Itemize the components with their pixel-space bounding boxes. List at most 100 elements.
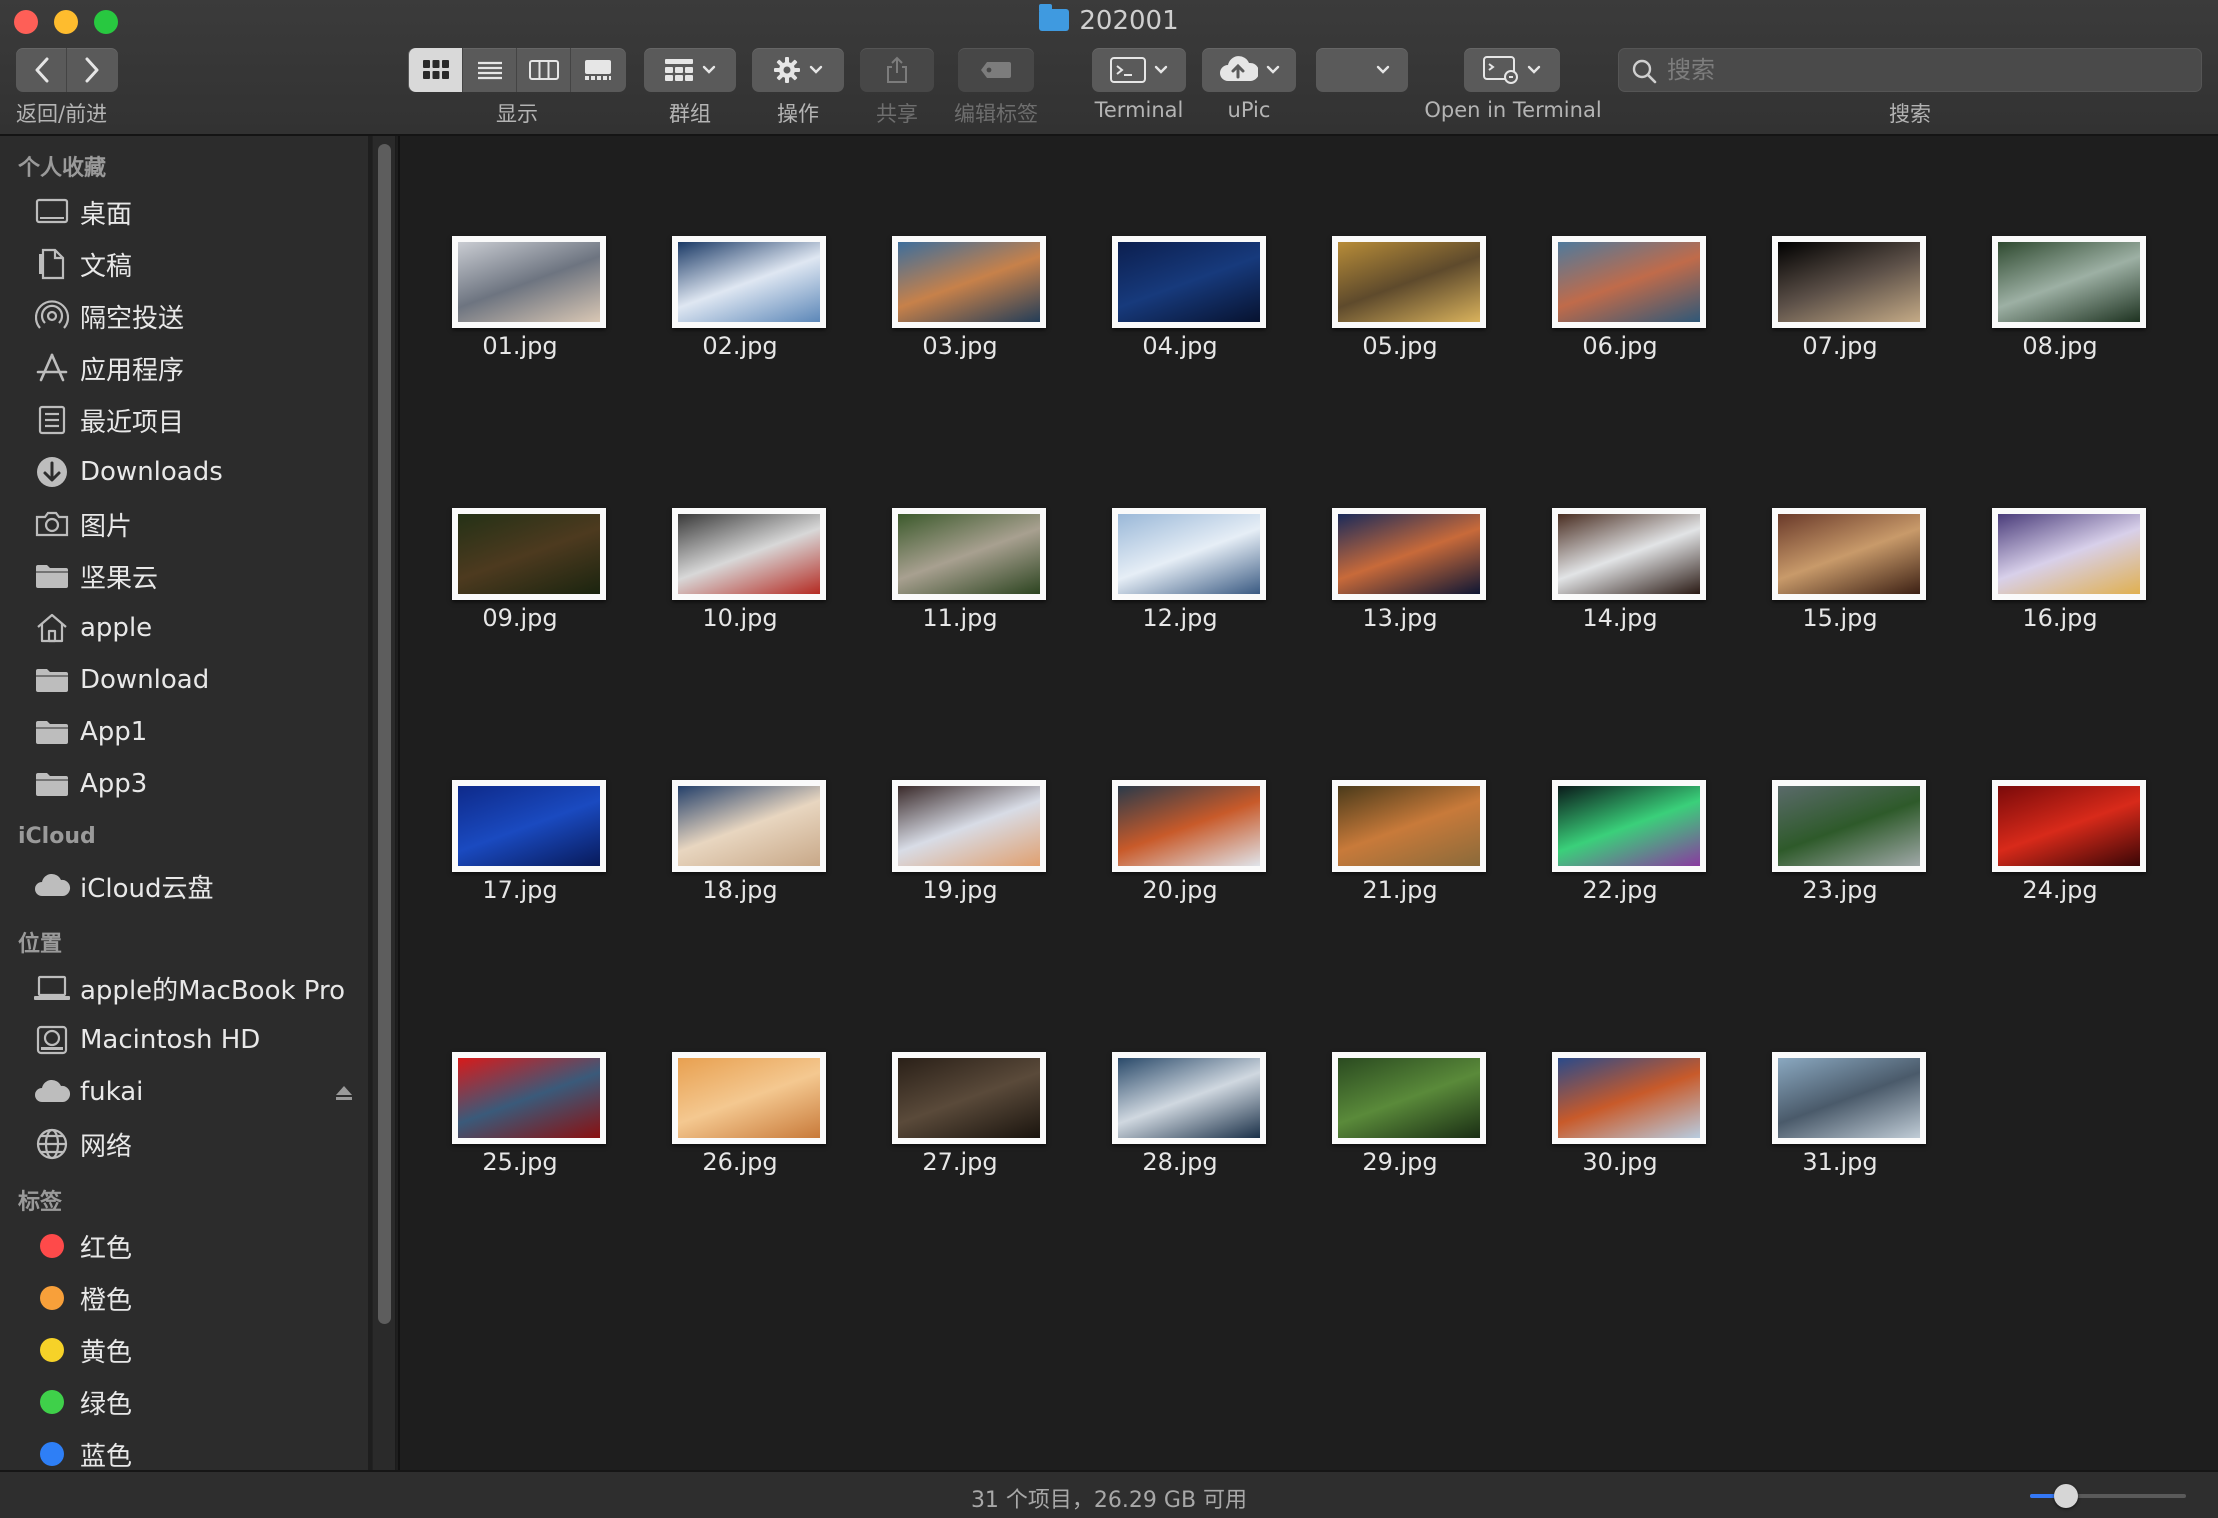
sidebar-divider[interactable] xyxy=(398,136,400,1470)
sidebar-item-tag-blue[interactable]: 蓝色 xyxy=(32,1432,132,1470)
file-item[interactable]: 02.jpg xyxy=(630,182,850,402)
file-item[interactable]: 18.jpg xyxy=(630,726,850,946)
terminal-icon xyxy=(1110,57,1146,83)
sidebar-item-label: iCloud云盘 xyxy=(80,873,214,904)
file-item[interactable]: 30.jpg xyxy=(1510,998,1730,1218)
file-name: 20.jpg xyxy=(1142,876,1218,904)
search-field[interactable] xyxy=(1618,48,2202,92)
file-name: 12.jpg xyxy=(1142,604,1218,632)
sidebar-item-download[interactable]: Download xyxy=(32,658,209,702)
icon-size-slider-knob[interactable] xyxy=(2053,1484,2078,1508)
file-item[interactable]: 15.jpg xyxy=(1730,454,1950,674)
sidebar-item-app1[interactable]: App1 xyxy=(32,710,147,754)
back-button[interactable] xyxy=(17,48,67,92)
list-view-button[interactable] xyxy=(463,48,517,92)
icon-size-slider[interactable] xyxy=(2030,1484,2186,1508)
minimize-window-button[interactable] xyxy=(54,10,78,34)
tag-color-dot xyxy=(40,1442,64,1466)
sidebar-item-macbook-pro[interactable]: apple的MacBook Pro xyxy=(32,966,345,1010)
sidebar-item-tag-red[interactable]: 红色 xyxy=(32,1224,132,1268)
column-view-button[interactable] xyxy=(517,48,571,92)
upic-button[interactable] xyxy=(1202,48,1296,92)
sidebar-item-label: 桌面 xyxy=(80,199,133,230)
terminal-button[interactable] xyxy=(1092,48,1186,92)
sidebar-item-fukai[interactable]: fukai xyxy=(32,1070,352,1114)
status-bar: 31 个项目，26.29 GB 可用 xyxy=(0,1470,2218,1518)
gallery-view-button[interactable] xyxy=(571,48,625,92)
file-item[interactable]: 11.jpg xyxy=(850,454,1070,674)
folder-icon xyxy=(32,560,72,592)
file-item[interactable]: 25.jpg xyxy=(410,998,630,1218)
image-thumbnail xyxy=(892,508,1046,600)
sidebar: 个人收藏 桌面 文稿 隔空投送 应用程序 最近项目 Downloads 图片 坚果云 apple D… xyxy=(0,136,368,1470)
edit-tags-caption: 编辑标签 xyxy=(954,102,1038,126)
file-item[interactable]: 07.jpg xyxy=(1730,182,1950,402)
image-thumbnail xyxy=(452,1052,606,1144)
sidebar-item-icloud-drive[interactable]: iCloud云盘 xyxy=(32,864,214,908)
close-window-button[interactable] xyxy=(14,10,38,34)
search-input[interactable] xyxy=(1667,55,2187,85)
chevron-down-icon xyxy=(1266,65,1280,74)
icon-view-button[interactable] xyxy=(409,48,463,92)
file-item[interactable]: 08.jpg xyxy=(1950,182,2170,402)
share-button[interactable] xyxy=(860,48,934,92)
sidebar-scrollbar-thumb[interactable] xyxy=(378,144,391,1324)
file-item[interactable]: 22.jpg xyxy=(1510,726,1730,946)
file-item[interactable]: 01.jpg xyxy=(410,182,630,402)
nav-caption: 返回/前进 xyxy=(16,102,108,126)
file-item[interactable]: 16.jpg xyxy=(1950,454,2170,674)
zoom-window-button[interactable] xyxy=(94,10,118,34)
extension-dropdown-button[interactable] xyxy=(1316,48,1408,92)
file-name: 26.jpg xyxy=(702,1148,778,1176)
sidebar-item-desktop[interactable]: 桌面 xyxy=(32,190,132,234)
sidebar-item-applications[interactable]: 应用程序 xyxy=(32,346,184,390)
sidebar-item-tag-orange[interactable]: 橙色 xyxy=(32,1276,132,1320)
file-item[interactable]: 23.jpg xyxy=(1730,726,1950,946)
file-item[interactable]: 03.jpg xyxy=(850,182,1070,402)
file-item[interactable]: 31.jpg xyxy=(1730,998,1950,1218)
sidebar-item-documents[interactable]: 文稿 xyxy=(32,242,132,286)
file-name: 19.jpg xyxy=(922,876,998,904)
file-item[interactable]: 20.jpg xyxy=(1070,726,1290,946)
sidebar-item-downloads[interactable]: Downloads xyxy=(32,450,223,494)
file-item[interactable]: 13.jpg xyxy=(1290,454,1510,674)
file-item[interactable]: 04.jpg xyxy=(1070,182,1290,402)
chevron-right-icon xyxy=(85,57,99,83)
file-item[interactable]: 29.jpg xyxy=(1290,998,1510,1218)
file-item[interactable]: 21.jpg xyxy=(1290,726,1510,946)
eject-icon[interactable] xyxy=(334,1080,354,1110)
image-thumbnail xyxy=(1332,1052,1486,1144)
open-in-terminal-button[interactable] xyxy=(1464,48,1560,92)
file-item[interactable]: 28.jpg xyxy=(1070,998,1290,1218)
file-item[interactable]: 17.jpg xyxy=(410,726,630,946)
sidebar-item-network[interactable]: 网络 xyxy=(32,1122,132,1166)
group-button[interactable] xyxy=(644,48,736,92)
file-item[interactable]: 14.jpg xyxy=(1510,454,1730,674)
file-item[interactable]: 06.jpg xyxy=(1510,182,1730,402)
sidebar-item-apple[interactable]: apple xyxy=(32,606,152,650)
file-item[interactable]: 26.jpg xyxy=(630,998,850,1218)
file-item[interactable]: 10.jpg xyxy=(630,454,850,674)
edit-tags-button[interactable] xyxy=(958,48,1034,92)
file-item[interactable]: 19.jpg xyxy=(850,726,1070,946)
file-item[interactable]: 12.jpg xyxy=(1070,454,1290,674)
action-button[interactable] xyxy=(752,48,844,92)
forward-button[interactable] xyxy=(67,48,117,92)
file-item[interactable]: 09.jpg xyxy=(410,454,630,674)
sidebar-item-tag-green[interactable]: 绿色 xyxy=(32,1380,132,1424)
sidebar-item-jianguoyun[interactable]: 坚果云 xyxy=(32,554,158,598)
file-name: 07.jpg xyxy=(1802,332,1878,360)
sidebar-scrollbar[interactable] xyxy=(372,136,396,1470)
file-item[interactable]: 05.jpg xyxy=(1290,182,1510,402)
file-name: 25.jpg xyxy=(482,1148,558,1176)
sidebar-item-tag-yellow[interactable]: 黄色 xyxy=(32,1328,132,1372)
image-thumbnail xyxy=(672,1052,826,1144)
chevron-down-icon xyxy=(702,65,716,74)
sidebar-item-recents[interactable]: 最近项目 xyxy=(32,398,184,442)
sidebar-item-macintosh-hd[interactable]: Macintosh HD xyxy=(32,1018,260,1062)
sidebar-item-airdrop[interactable]: 隔空投送 xyxy=(32,294,184,338)
sidebar-item-pictures[interactable]: 图片 xyxy=(32,502,132,546)
sidebar-item-app3[interactable]: App3 xyxy=(32,762,147,806)
file-item[interactable]: 27.jpg xyxy=(850,998,1070,1218)
file-item[interactable]: 24.jpg xyxy=(1950,726,2170,946)
